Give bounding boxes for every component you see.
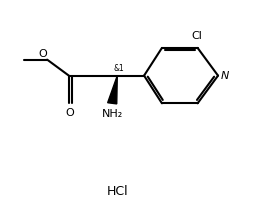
Text: HCl: HCl	[106, 185, 128, 198]
Text: &1: &1	[113, 64, 123, 73]
Text: N: N	[219, 71, 228, 81]
Text: O: O	[38, 49, 47, 59]
Text: NH₂: NH₂	[101, 109, 122, 119]
Text: Cl: Cl	[190, 31, 201, 41]
Polygon shape	[107, 76, 117, 104]
Text: O: O	[66, 108, 74, 118]
